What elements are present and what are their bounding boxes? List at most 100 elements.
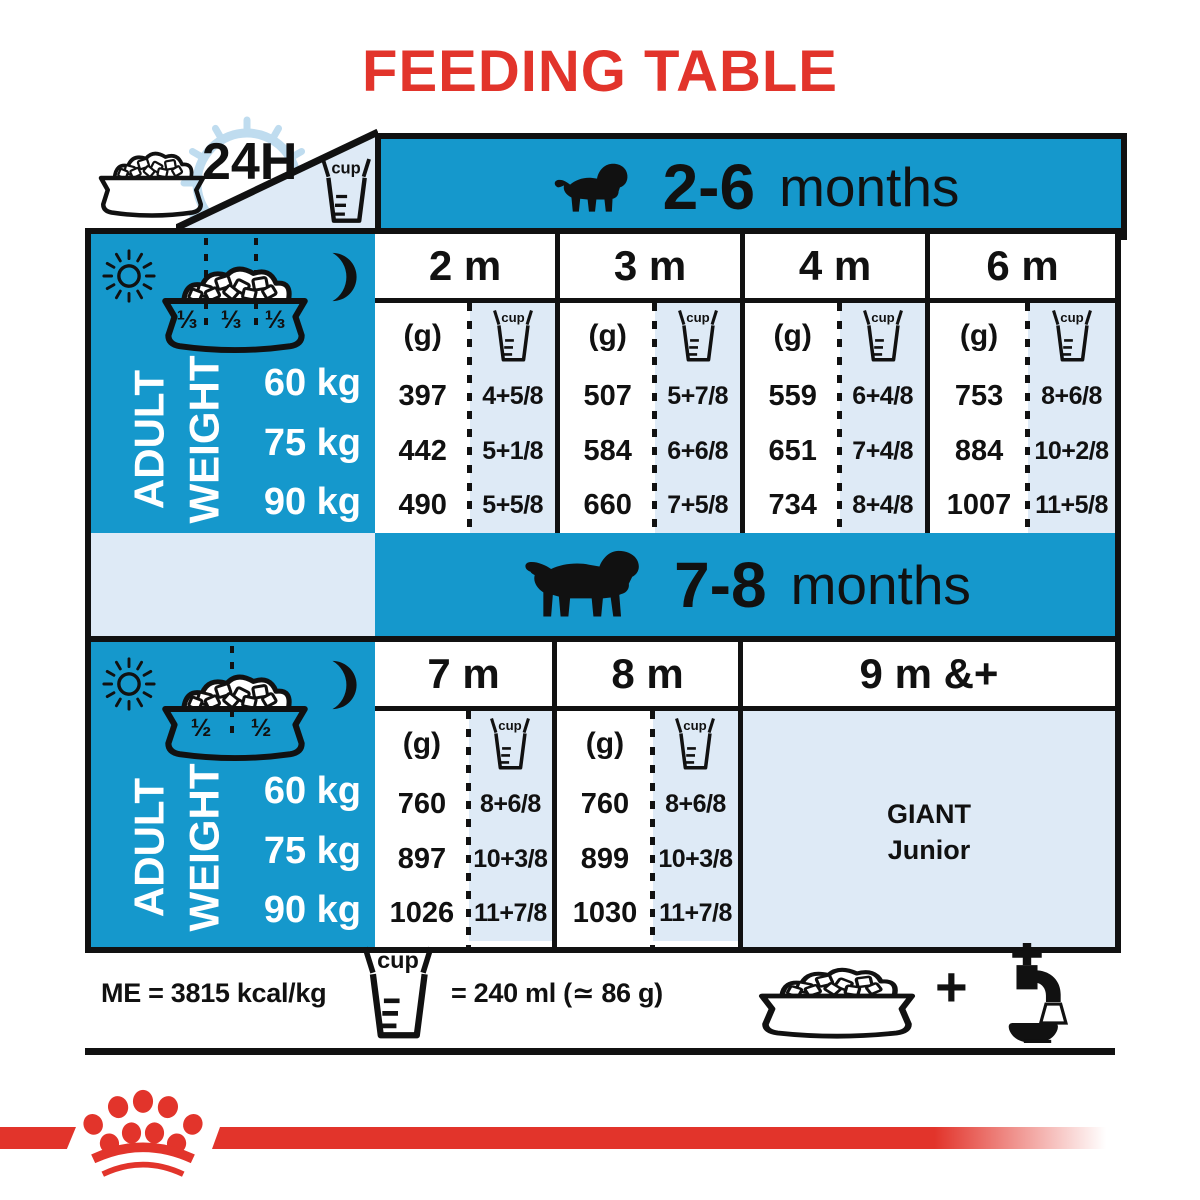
footer-legend: ME = 3815 kcal/kg = 240 ml (≃ 86 g) + bbox=[85, 941, 1115, 1048]
cup-value: 7+4/8 bbox=[852, 436, 914, 465]
weight-label: 75 kg bbox=[263, 829, 361, 872]
grams-value: 1030 bbox=[572, 897, 638, 930]
feeding-grid-2-6-months: 2 m (g) 397 442 490 4+5/8 5+1/8 5+5/8 3 … bbox=[375, 228, 1121, 545]
cup-value: 4+5/8 bbox=[482, 381, 544, 410]
age-header: 6 m bbox=[930, 234, 1115, 303]
header-7-8-months: 7-8 months bbox=[375, 533, 1121, 636]
cup-value: 8+6/8 bbox=[665, 789, 726, 818]
grams-unit-label: (g) bbox=[402, 727, 442, 760]
dotted-divider bbox=[652, 303, 658, 539]
water-tap-icon bbox=[981, 943, 1073, 1043]
bowl-icon bbox=[92, 136, 212, 220]
moon-icon bbox=[317, 251, 359, 303]
cup-value: 8+6/8 bbox=[1041, 381, 1102, 410]
cup-icon bbox=[861, 309, 905, 363]
brand-stripe-left bbox=[0, 1127, 76, 1149]
grams-value: 760 bbox=[580, 787, 630, 820]
cup-icon bbox=[357, 946, 439, 1040]
cup-value: 11+7/8 bbox=[474, 899, 547, 928]
grams-value: 507 bbox=[583, 379, 632, 412]
weight-label: 60 kg bbox=[263, 362, 361, 404]
plus-sign: + bbox=[935, 955, 968, 1018]
cup-value: 5+1/8 bbox=[482, 436, 544, 465]
junior-label: Junior bbox=[887, 835, 971, 866]
fraction-label: ⅓ bbox=[176, 306, 198, 334]
cup-icon bbox=[318, 158, 374, 224]
cup-value: 8+4/8 bbox=[852, 491, 914, 520]
age-column-9m-plus: 9 m &+ GIANT Junior bbox=[743, 642, 1115, 947]
grams-value: 651 bbox=[768, 434, 817, 467]
header-2-6-months: 2-6 months bbox=[375, 133, 1127, 240]
age-column-8m: 8 m (g) 760 899 1030 8+6/8 10+3/8 11+7/8 bbox=[557, 642, 743, 947]
panel-adult-weight-1: ⅓ ⅓ ⅓ ADULT WEIGHT 60 kg 75 kg 90 kg bbox=[85, 228, 387, 545]
page-title: FEEDING TABLE bbox=[362, 39, 838, 104]
grams-value: 760 bbox=[397, 787, 447, 820]
grams-value: 1026 bbox=[389, 897, 455, 930]
bowl-icon bbox=[153, 246, 317, 356]
age-column-7m: 7 m (g) 760 897 1026 8+6/8 10+3/8 11+7/8 bbox=[375, 642, 557, 947]
cup-icon bbox=[491, 309, 535, 363]
diagonal-corner bbox=[176, 128, 378, 228]
header-months-label: months bbox=[790, 554, 971, 616]
grams-value: 490 bbox=[398, 489, 447, 522]
ration-bowl-halves: ½ ½ bbox=[149, 642, 321, 764]
grams-unit-label: (g) bbox=[773, 319, 812, 352]
brand-stripe-right bbox=[212, 1127, 1115, 1149]
ration-bowl-thirds: ⅓ ⅓ ⅓ bbox=[149, 234, 321, 356]
fraction-label: ⅓ bbox=[220, 306, 242, 334]
panel-adult-weight-2: ½ ½ ADULT WEIGHT 60 kg 75 kg 90 kg bbox=[85, 636, 387, 953]
grams-unit-label: (g) bbox=[588, 319, 627, 352]
cup-icon bbox=[1050, 309, 1094, 363]
24h-label: 24H bbox=[202, 133, 298, 191]
header-months-label: months bbox=[779, 156, 960, 218]
weight-rows: 60 kg 75 kg 90 kg bbox=[236, 362, 363, 524]
royal-canin-paw-crown-logo bbox=[78, 1086, 208, 1178]
cup-value: 11+5/8 bbox=[1035, 491, 1108, 520]
header-age-range: 2-6 bbox=[662, 150, 756, 223]
cup-value: 10+3/8 bbox=[658, 844, 733, 873]
weight-label: 60 kg bbox=[263, 770, 361, 812]
bowl-icon bbox=[153, 654, 317, 764]
fraction-label: ⅓ bbox=[264, 306, 286, 334]
weight-rows: 60 kg 75 kg 90 kg bbox=[236, 770, 363, 932]
grams-value: 442 bbox=[398, 434, 447, 467]
adult-weight-label: ADULT WEIGHT bbox=[125, 355, 228, 524]
grams-value: 397 bbox=[398, 379, 447, 412]
giant-label: GIANT bbox=[887, 799, 971, 829]
puppy-icon bbox=[543, 155, 643, 219]
grams-value: 753 bbox=[954, 379, 1004, 412]
grams-value: 660 bbox=[583, 489, 632, 522]
grams-value: 884 bbox=[954, 434, 1004, 467]
moon-icon bbox=[317, 659, 359, 711]
dotted-divider bbox=[1025, 303, 1031, 539]
feeding-grid-7-8-months: 7 m (g) 760 897 1026 8+6/8 10+3/8 11+7/8… bbox=[375, 636, 1121, 953]
grams-value: 584 bbox=[583, 434, 632, 467]
grams-unit-label: (g) bbox=[585, 727, 625, 760]
cup-equivalence-label: = 240 ml (≃ 86 g) bbox=[451, 978, 663, 1008]
cup-icon bbox=[676, 309, 720, 363]
grams-value: 734 bbox=[768, 489, 817, 522]
metabolizable-energy-label: ME = 3815 kcal/kg bbox=[101, 978, 327, 1008]
fraction-label: ½ bbox=[250, 714, 272, 742]
grams-value: 559 bbox=[768, 379, 817, 412]
cup-value: 10+3/8 bbox=[473, 844, 548, 873]
weight-label: 90 kg bbox=[263, 481, 361, 523]
cup-value: 10+2/8 bbox=[1034, 436, 1109, 465]
dotted-divider bbox=[649, 711, 655, 947]
fraction-label: ½ bbox=[190, 714, 212, 742]
cup-value: 8+6/8 bbox=[480, 789, 541, 818]
dotted-divider bbox=[465, 711, 471, 947]
cup-value: 11+7/8 bbox=[659, 899, 732, 928]
cup-value: 5+7/8 bbox=[667, 381, 729, 410]
cup-value: 5+5/8 bbox=[482, 491, 544, 520]
age-column-6m: 6 m (g) 753 884 1007 8+6/8 10+2/8 11+5/8 bbox=[930, 234, 1115, 539]
weight-label: 90 kg bbox=[263, 889, 361, 931]
cup-value: 7+5/8 bbox=[667, 491, 729, 520]
header-age-range: 7-8 bbox=[674, 548, 767, 621]
adult-dog-icon bbox=[519, 544, 654, 626]
age-header: 7 m bbox=[375, 642, 552, 711]
dotted-divider bbox=[837, 303, 843, 539]
grams-value: 899 bbox=[580, 842, 630, 875]
age-header: 2 m bbox=[375, 234, 555, 303]
